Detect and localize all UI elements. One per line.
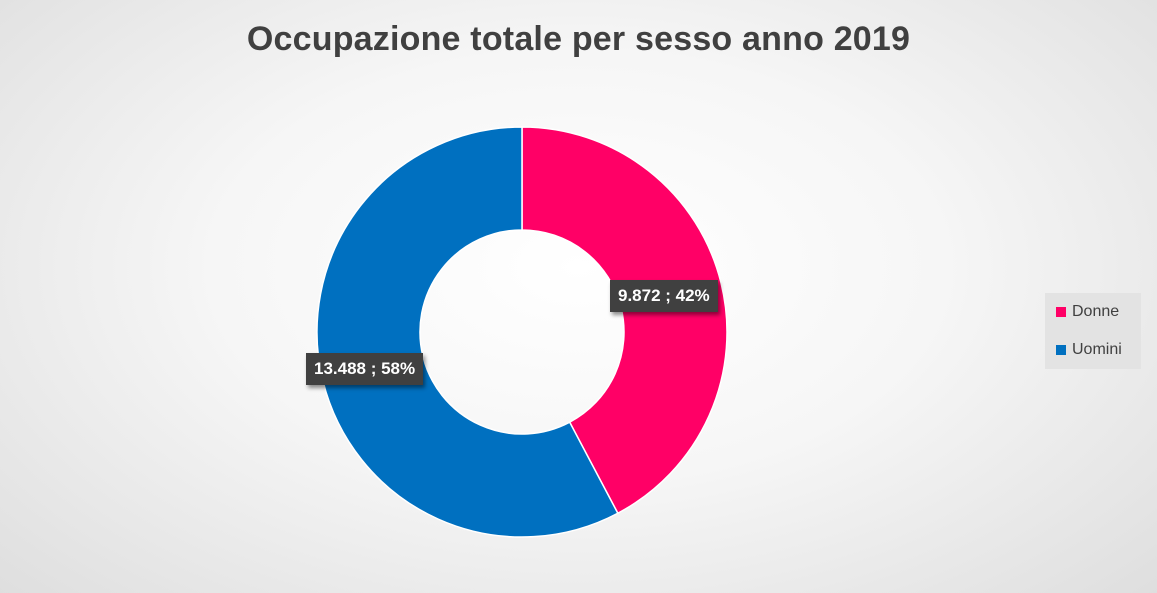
chart-title: Occupazione totale per sesso anno 2019 xyxy=(246,20,911,58)
legend-label-donne: Donne xyxy=(1072,303,1120,320)
legend-swatch-donne xyxy=(1056,307,1066,317)
legend-item-uomini: Uomini xyxy=(1056,340,1122,360)
donut-slice-uomini xyxy=(316,126,619,538)
data-label-donne: 9.872 ; 42% xyxy=(610,280,718,312)
legend-item-donne: Donne xyxy=(1056,302,1119,322)
legend-label-uomini: Uomini xyxy=(1072,341,1122,358)
donut-slice-donne xyxy=(521,126,728,515)
chart-legend: Donne Uomini xyxy=(1045,293,1141,369)
data-label-uomini: 13.488 ; 58% xyxy=(306,353,424,385)
legend-swatch-uomini xyxy=(1056,345,1066,355)
